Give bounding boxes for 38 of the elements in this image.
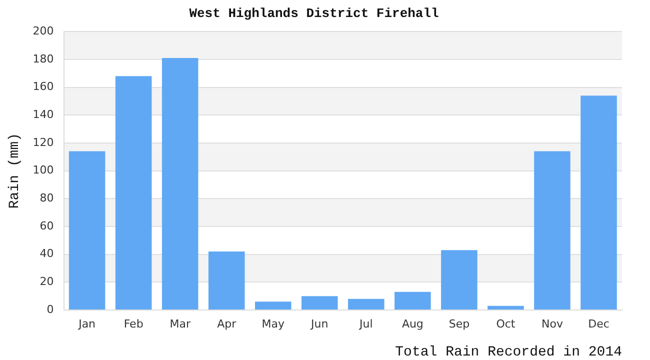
bar (394, 292, 431, 310)
x-tick-label: Sep (448, 317, 470, 330)
x-tick-label: Jul (358, 317, 373, 330)
y-tick-label: 200 (32, 24, 54, 38)
chart-title: West Highlands District Firehall (189, 6, 440, 22)
y-tick-label: 160 (32, 80, 54, 94)
y-tick-label: 100 (32, 164, 54, 177)
y-tick-label: 80 (40, 192, 54, 204)
x-tick-label: May (262, 317, 285, 330)
bar (534, 151, 570, 310)
y-tick-label: 140 (32, 108, 54, 121)
y-tick-label: 20 (40, 275, 54, 288)
bar (254, 302, 292, 310)
x-tick-label: Mar (170, 317, 191, 330)
y-tick-label: 60 (40, 219, 54, 232)
bar (348, 298, 384, 310)
y-tick-label: 40 (40, 247, 54, 260)
bar (580, 96, 617, 310)
x-tick-label: Oct (496, 317, 516, 330)
bar (68, 151, 106, 310)
y-axis-title: Rain (mm) (7, 132, 24, 209)
bar (488, 306, 524, 310)
y-tick-label: 120 (32, 136, 54, 149)
x-tick-label: Jan (78, 317, 96, 330)
bar (441, 250, 478, 310)
y-tick-label: 180 (32, 52, 54, 66)
bar (208, 252, 245, 310)
bar (302, 296, 338, 310)
x-axis-title: Total Rain Recorded in 2014 (395, 344, 622, 360)
x-tick-label: Aug (402, 317, 424, 330)
x-tick-label: Nov (541, 317, 564, 330)
x-tick-label: Apr (217, 317, 237, 330)
y-tick-label: 0 (46, 302, 54, 316)
x-tick-label: Feb (124, 317, 144, 330)
bar (162, 58, 198, 310)
x-tick-label: Dec (588, 317, 610, 330)
bar (115, 76, 152, 310)
x-tick-label: Jun (310, 317, 328, 330)
